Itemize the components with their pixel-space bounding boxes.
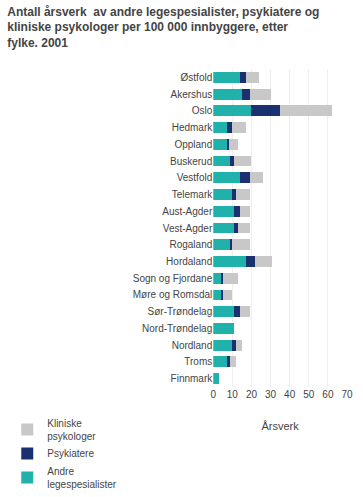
svg-text:Østfold: Østfold — [181, 72, 213, 83]
svg-text:60: 60 — [322, 389, 334, 400]
svg-text:Kliniskepsykologer: Kliniskepsykologer — [47, 418, 96, 442]
svg-text:Sør-Trøndelag: Sør-Trøndelag — [148, 306, 213, 317]
svg-text:Aust-Agder: Aust-Agder — [162, 206, 213, 217]
svg-text:Telemark: Telemark — [172, 189, 214, 200]
svg-text:Nordland: Nordland — [172, 340, 213, 351]
svg-text:Sogn og Fjordane: Sogn og Fjordane — [133, 273, 213, 284]
svg-text:10: 10 — [227, 389, 239, 400]
svg-text:Hedmark: Hedmark — [172, 122, 214, 133]
svg-text:70: 70 — [341, 389, 353, 400]
svg-text:Nord-Trøndelag: Nord-Trøndelag — [142, 323, 212, 334]
svg-text:30: 30 — [265, 389, 277, 400]
svg-text:Oppland: Oppland — [174, 139, 212, 150]
svg-text:Vestfold: Vestfold — [177, 172, 213, 183]
svg-text:Møre og Romsdal: Møre og Romsdal — [133, 289, 212, 300]
svg-text:Troms: Troms — [184, 356, 212, 367]
svg-text:20: 20 — [246, 389, 258, 400]
svg-text:Årsverk: Årsverk — [261, 420, 299, 432]
svg-text:50: 50 — [303, 389, 315, 400]
svg-text:Finnmark: Finnmark — [171, 373, 214, 384]
svg-text:Andrelegespesialister: Andrelegespesialister — [47, 466, 117, 490]
svg-text:Antall årsverk av andre leges: Antall årsverk av andre legespesialister… — [7, 5, 319, 50]
svg-text:0: 0 — [210, 389, 216, 400]
svg-text:Oslo: Oslo — [192, 105, 213, 116]
svg-text:Buskerud: Buskerud — [170, 156, 212, 167]
svg-text:Psykiatere: Psykiatere — [47, 448, 94, 459]
svg-text:Vest-Agder: Vest-Agder — [163, 223, 213, 234]
svg-text:Hordaland: Hordaland — [166, 256, 212, 267]
svg-text:Rogaland: Rogaland — [169, 239, 212, 250]
svg-text:Akershus: Akershus — [171, 89, 213, 100]
svg-text:40: 40 — [284, 389, 296, 400]
